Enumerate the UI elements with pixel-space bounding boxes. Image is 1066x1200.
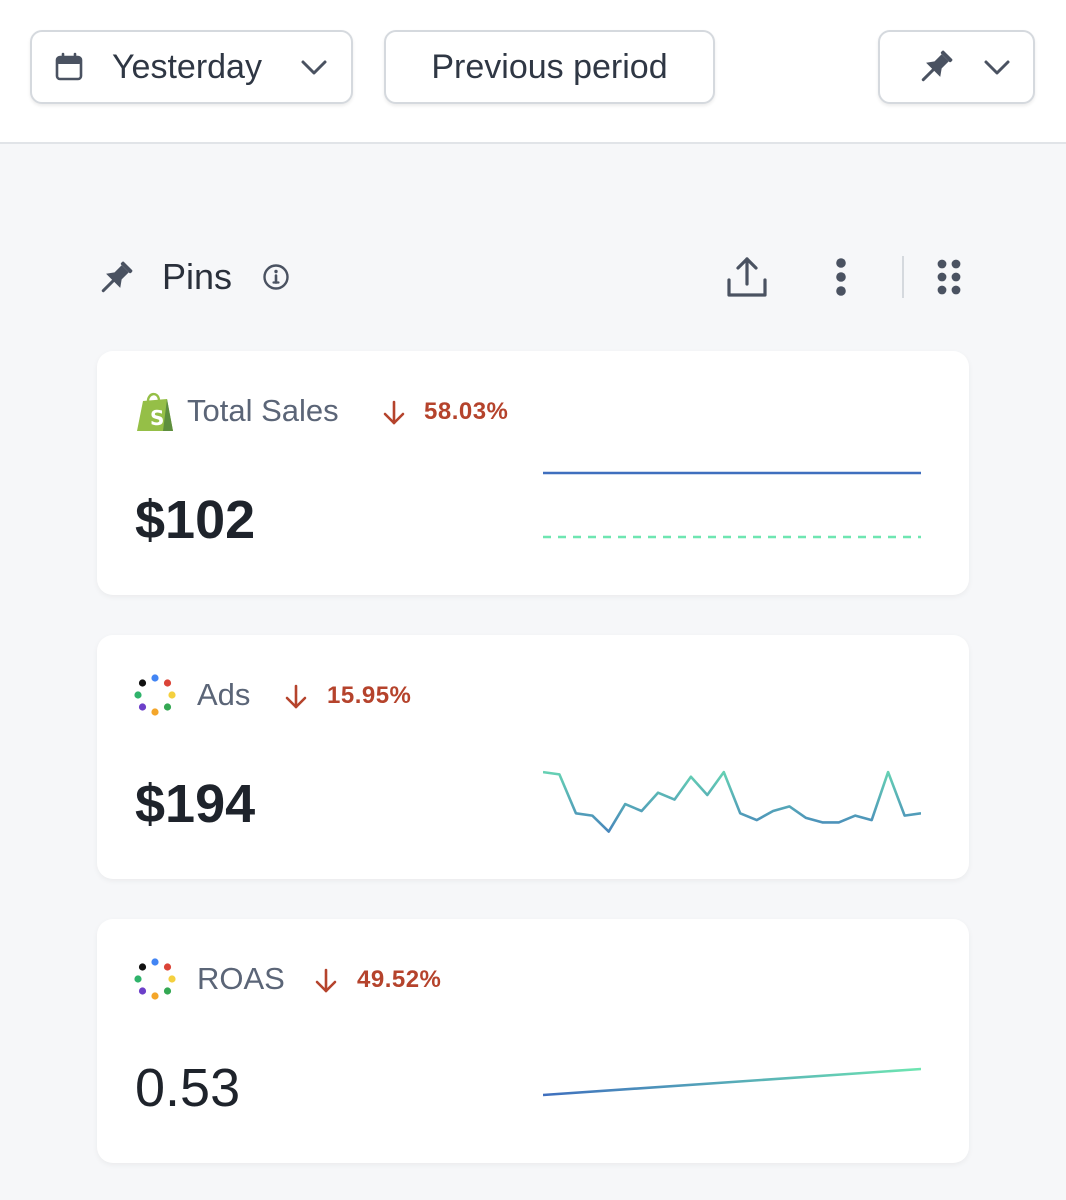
pin-icon: [921, 50, 953, 82]
multi-channel-icon: [134, 674, 176, 716]
compare-period-button[interactable]: Previous period: [384, 30, 715, 104]
pin-icon: [101, 261, 133, 293]
metric-card-total-sales[interactable]: S Total Sales 58.03% $102: [97, 351, 969, 595]
sparkline-current-line: [543, 1067, 921, 1097]
top-toolbar: Yesterday Previous period: [0, 0, 1066, 144]
sparkline-chart: [543, 471, 921, 539]
compare-period-label: Previous period: [431, 47, 668, 86]
metric-label: Ads: [197, 677, 251, 712]
sparkline-chart: [543, 770, 921, 833]
arrow-down-icon: [383, 400, 405, 425]
info-icon[interactable]: [262, 263, 290, 291]
toolbar-divider: [902, 256, 904, 298]
svg-text:S: S: [150, 406, 164, 430]
date-range-button[interactable]: Yesterday: [30, 30, 353, 104]
sparkline-chart: [543, 1067, 921, 1097]
metric-change: 15.95%: [327, 682, 412, 709]
metric-label: Total Sales: [187, 393, 339, 428]
metric-value: 0.53: [135, 1058, 241, 1118]
calendar-icon: [55, 52, 83, 81]
pins-section-header: Pins: [96, 250, 968, 306]
multi-channel-icon: [134, 958, 176, 1000]
date-range-label: Yesterday: [112, 47, 262, 86]
metric-card-roas[interactable]: ROAS 49.52% 0.53: [97, 919, 969, 1163]
metric-label: ROAS: [197, 961, 285, 996]
metric-change: 58.03%: [424, 398, 509, 425]
chevron-down-icon: [984, 60, 1010, 75]
sparkline-current-line: [543, 770, 921, 833]
metric-value: $194: [135, 774, 256, 834]
metric-value: $102: [135, 490, 256, 550]
arrow-down-icon: [285, 684, 307, 709]
section-title: Pins: [162, 256, 233, 297]
pin-menu-button[interactable]: [878, 30, 1035, 104]
arrow-down-icon: [315, 968, 337, 993]
more-options-icon[interactable]: [826, 254, 856, 300]
shopify-icon: S: [137, 392, 173, 431]
share-icon[interactable]: [724, 254, 770, 300]
metric-card-ads[interactable]: Ads 15.95% $194: [97, 635, 969, 879]
chevron-down-icon: [301, 60, 327, 75]
metric-change: 49.52%: [357, 966, 442, 993]
drag-handle-icon[interactable]: [934, 256, 964, 298]
